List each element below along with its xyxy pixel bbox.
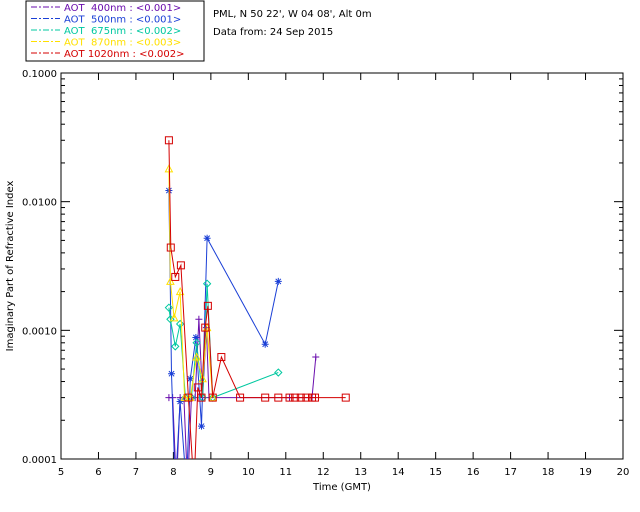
data-point: [192, 338, 201, 348]
series-1: [165, 187, 282, 491]
x-tick-label: 15: [429, 467, 442, 478]
legend-entry: AOT 500nm : <0.001>: [64, 15, 181, 26]
data-point: [164, 164, 174, 173]
data-point: [341, 393, 350, 402]
data-point: [296, 393, 305, 402]
x-tick-label: 16: [467, 467, 480, 478]
site-info: PML, N 50 22', W 04 08', Alt 0m: [213, 9, 372, 20]
plot-frame: [60, 72, 624, 460]
data-point: [173, 484, 180, 491]
data-point: [166, 315, 175, 324]
series-4: [164, 136, 350, 491]
x-tick-label: 12: [317, 467, 330, 478]
data-point: [261, 340, 269, 348]
y-axis-label: Imaginary Part of Refractive Index: [5, 181, 16, 352]
data-point: [285, 393, 294, 402]
x-tick-label: 8: [170, 467, 176, 478]
series-layer: [164, 136, 350, 491]
data-point: [184, 484, 191, 491]
x-tick-label: 18: [542, 467, 555, 478]
data-point: [169, 313, 179, 322]
data-point: [192, 333, 200, 341]
data-point: [176, 397, 184, 405]
x-tick-label: 6: [95, 467, 101, 478]
data-point: [171, 272, 180, 281]
data-point: [208, 393, 218, 402]
data-point: [302, 393, 311, 402]
x-axis: 5 6 7 8 9 10 11 12 13 14 15 16 17 18 19 20: [58, 73, 630, 478]
y-tick-label: 0.0010: [22, 326, 57, 337]
data-point: [274, 393, 283, 402]
data-point: [176, 261, 185, 270]
data-point: [197, 393, 206, 402]
x-tick-label: 13: [354, 467, 367, 478]
legend-entry: AOT 870nm : <0.003>: [64, 38, 181, 49]
data-point: [236, 393, 245, 402]
series-line: [168, 168, 214, 399]
data-point: [311, 393, 320, 402]
y-tick-label: 0.0100: [22, 198, 57, 209]
x-tick-label: 17: [504, 467, 517, 478]
data-point: [164, 303, 174, 312]
x-axis-label: Time (GMT): [312, 482, 371, 493]
legend-entry: AOT 675nm : <0.002>: [64, 26, 181, 37]
x-tick-label: 20: [617, 467, 630, 478]
data-point: [291, 393, 300, 402]
x-tick-label: 9: [208, 467, 214, 478]
data-point: [208, 393, 217, 402]
x-tick-label: 10: [242, 467, 255, 478]
series-line: [168, 140, 346, 459]
data-point: [312, 353, 320, 361]
data-point: [192, 352, 201, 361]
data-date: Data from: 24 Sep 2015: [213, 27, 333, 38]
x-tick-label: 5: [58, 467, 64, 478]
data-point: [274, 368, 283, 377]
data-point: [168, 370, 176, 378]
data-point: [172, 484, 179, 491]
data-point: [195, 315, 203, 323]
data-point: [217, 353, 226, 362]
x-tick-label: 11: [279, 467, 292, 478]
data-point: [184, 393, 193, 402]
x-tick-label: 14: [392, 467, 405, 478]
data-point: [183, 484, 190, 491]
data-point: [164, 136, 173, 145]
legend-entry: AOT 1020nm : <0.002>: [64, 49, 184, 60]
data-point: [274, 277, 282, 285]
legend: AOT 400nm : <0.001>AOT 500nm : <0.001>AO…: [25, 0, 205, 62]
x-tick-label: 7: [133, 467, 139, 478]
series-3: [164, 164, 218, 402]
data-point: [261, 393, 270, 402]
y-tick-label: 0.1000: [22, 69, 57, 80]
data-point: [191, 484, 198, 491]
series-line: [168, 319, 317, 459]
data-point: [166, 243, 175, 252]
legend-entry: AOT 400nm : <0.001>: [64, 3, 181, 14]
data-point: [193, 383, 202, 392]
y-tick-label: 0.0001: [22, 455, 57, 466]
data-point: [203, 234, 211, 242]
data-point: [166, 276, 175, 285]
data-point: [198, 422, 205, 430]
legend-box: [25, 0, 205, 62]
data-point: [202, 279, 212, 288]
data-point: [203, 301, 212, 310]
y-axis: 0.0001 0.0010 0.0100 0.1000: [22, 69, 623, 466]
data-point: [171, 342, 180, 351]
x-tick-label: 19: [579, 467, 592, 478]
data-point: [186, 375, 194, 383]
data-point: [175, 319, 185, 329]
data-point: [201, 323, 210, 332]
